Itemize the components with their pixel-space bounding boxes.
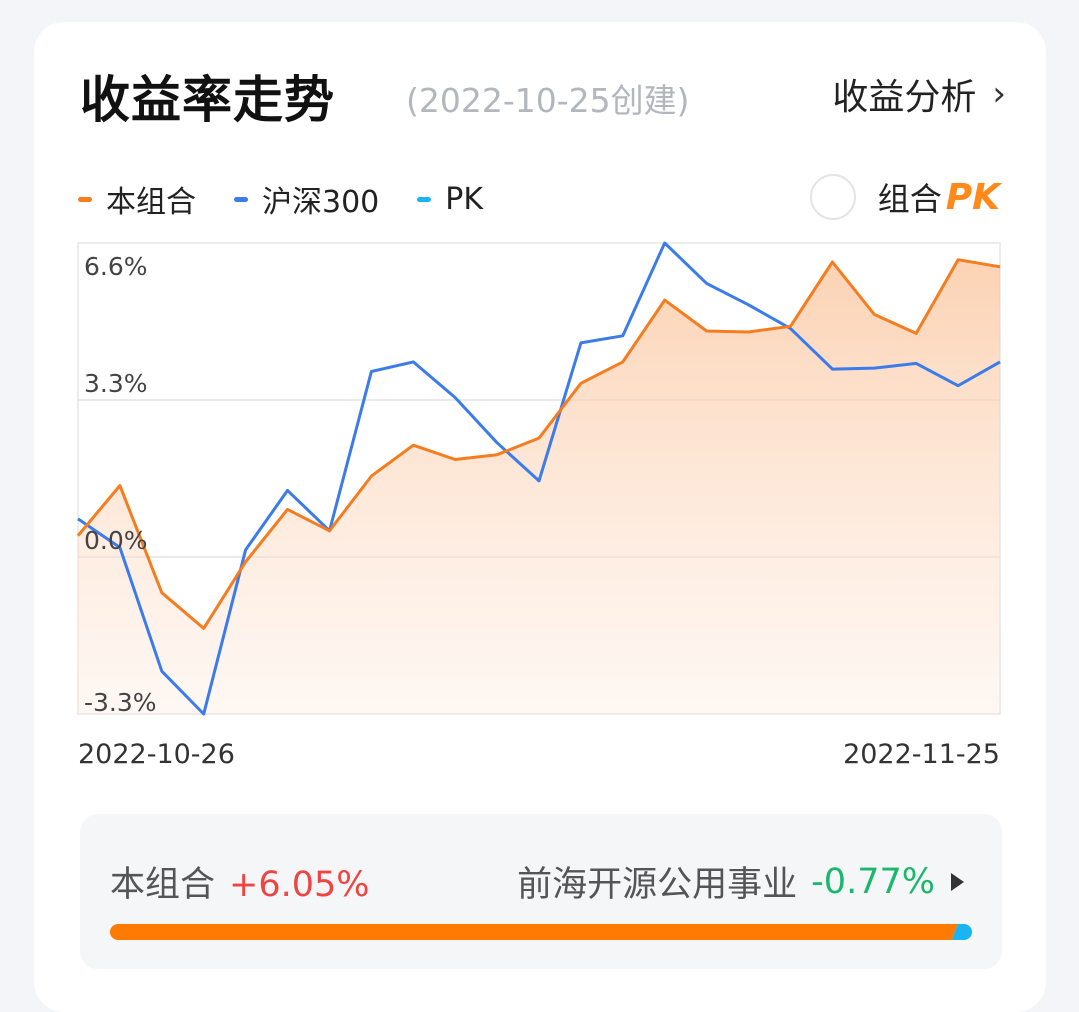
chevron-right-icon: › [992, 74, 1006, 114]
series-line-1 [77, 241, 1001, 716]
y-tick-label: 0.0% [84, 526, 148, 555]
play-triangle-icon [951, 872, 964, 891]
header: 收益率走势 (2022-10-25创建) 收益分析 › [80, 60, 1006, 130]
comparison-bar-portfolio [110, 924, 958, 940]
returns-chart: 6.6% 3.3% 0.0% -3.3% 2022-10-26 2022-11-25 [76, 241, 1001, 770]
legend-item-portfolio: 本组合 [78, 177, 196, 221]
legend-label: 本组合 [106, 185, 196, 220]
analysis-link-label: 收益分析 [832, 77, 977, 118]
portfolio-return: 本组合 +6.05% [110, 856, 370, 907]
x-start-label: 2022-10-26 [78, 739, 235, 770]
compare-fund-label: 前海开源公用事业 [517, 865, 798, 905]
compare-fund[interactable]: 前海开源公用事业 -0.77% [517, 856, 964, 907]
legend-label: PK [445, 181, 484, 217]
legend-swatch [78, 196, 92, 202]
portfolio-return-label: 本组合 [110, 865, 216, 905]
returns-card: 收益率走势 (2022-10-25创建) 收益分析 › 本组合 沪深300 PK… [34, 22, 1046, 1012]
y-tick-label: -3.3% [84, 688, 157, 717]
analysis-link[interactable]: 收益分析 › [832, 68, 1006, 120]
series-area-0 [78, 259, 1000, 714]
y-tick-label: 3.3% [84, 369, 148, 398]
y-tick-label: 6.6% [84, 252, 148, 281]
x-end-label: 2022-11-25 [843, 739, 1000, 770]
portfolio-return-value: +6.05% [229, 865, 370, 905]
legend-item-hs300: 沪深300 [234, 177, 379, 221]
pk-toggle-label: 组合 [877, 180, 942, 218]
comparison-bar-compare [951, 924, 972, 940]
pk-badge: PK [945, 176, 1000, 218]
page-title: 收益率走势 [80, 71, 335, 129]
pk-radio[interactable] [809, 174, 856, 220]
comparison-bar [110, 924, 972, 940]
legend-swatch [234, 196, 248, 202]
pk-toggle[interactable]: 组合 PK [809, 174, 1000, 220]
comparison-panel: 本组合 +6.05% 前海开源公用事业 -0.77% [80, 814, 1002, 969]
series-line-0 [76, 258, 1001, 630]
legend-item-pk: PK [417, 182, 483, 217]
compare-fund-value: -0.77% [811, 861, 935, 902]
chart-legend: 本组合 沪深300 PK [78, 177, 521, 221]
legend-swatch [417, 196, 432, 202]
legend-label: 沪深300 [262, 185, 380, 220]
created-date: (2022-10-25创建) [406, 81, 690, 120]
